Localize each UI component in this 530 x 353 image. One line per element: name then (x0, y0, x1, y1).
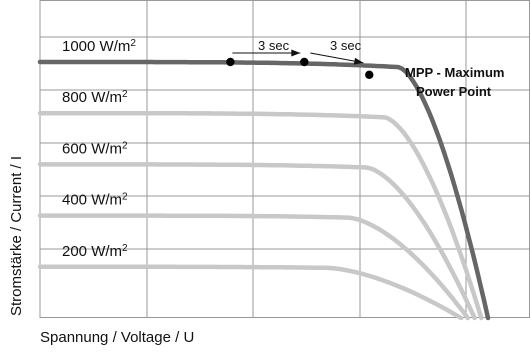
step-label-2: 3 sec (330, 38, 362, 53)
mpp-label-line1: MPP - Maximum (405, 65, 504, 80)
curve-400 (37, 213, 471, 321)
curves (37, 59, 491, 321)
step-label-1: 3 sec (258, 38, 290, 53)
tracking-point-3 (365, 70, 374, 80)
y-axis-label: Stromstärke / Current / I (8, 156, 25, 316)
step-arrow-1-head (291, 49, 301, 57)
curve-label-200: 200 W/m2 (62, 243, 128, 260)
curve-200 (37, 264, 464, 321)
x-axis-label: Spannung / Voltage / U (40, 329, 194, 346)
tracking-point-1 (226, 57, 235, 67)
curve-800 (37, 110, 484, 321)
curve-labels: 1000 W/m2 800 W/m2 600 W/m2 400 W/m2 200 W/m… (62, 38, 136, 260)
curve-label-400: 400 W/m2 (62, 192, 128, 209)
tracking-points (226, 57, 374, 80)
curve-label-800: 800 W/m2 (62, 89, 128, 106)
mpp-label-line2: Power Point (416, 84, 492, 99)
step-arrow-2-head (353, 57, 364, 65)
curve-label-1000: 1000 W/m2 (62, 38, 136, 55)
tracking-point-2 (300, 57, 309, 67)
curve-1000 (37, 59, 491, 321)
curve-label-600: 600 W/m2 (62, 140, 128, 157)
curve-600 (37, 162, 477, 321)
